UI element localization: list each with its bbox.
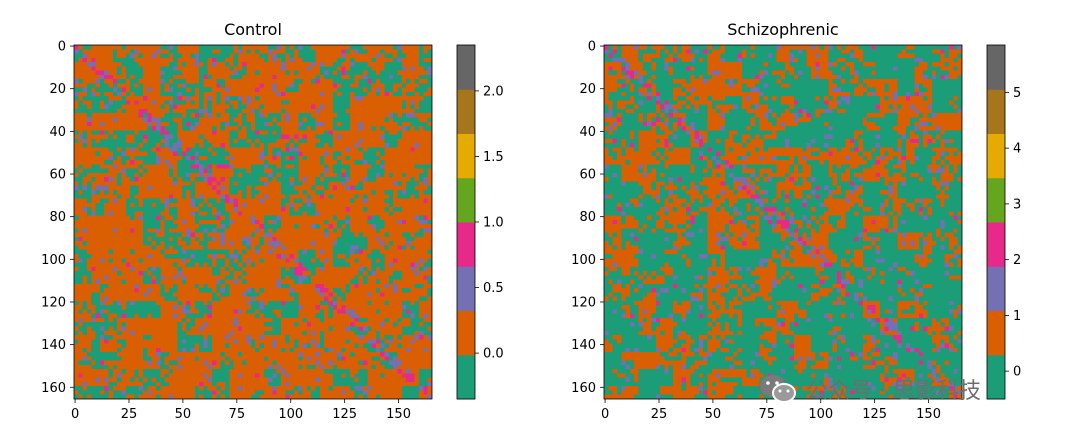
x-tick-label: 125 — [862, 407, 887, 422]
colorbar-segment — [987, 133, 1005, 179]
colorbar-segment — [987, 45, 1005, 90]
y-tick-label: 160 — [571, 381, 596, 396]
plot-frame — [73, 44, 433, 400]
colorbar-segment — [987, 354, 1005, 400]
y-tick-label: 140 — [41, 338, 66, 353]
colorbar-segment — [987, 310, 1005, 356]
y-tick-label: 80 — [49, 210, 66, 225]
colorbar-segment — [457, 310, 475, 356]
colorbar-tick-label: 1 — [1013, 309, 1021, 324]
colorbar-segment — [457, 177, 475, 223]
colorbar-tick-label: 1.5 — [483, 150, 504, 165]
y-tick-label: 140 — [571, 338, 596, 353]
y-tick-label: 20 — [579, 82, 596, 97]
colorbar-tick-label: 2.0 — [483, 84, 504, 99]
colorbar: 0 1 2 3 4 5 — [986, 44, 1021, 400]
chart-title: Schizophrenic — [727, 20, 838, 39]
y-tick-label: 120 — [41, 295, 66, 310]
colorbar-segment — [987, 222, 1005, 267]
y-tick-label: 0 — [588, 40, 596, 55]
colorbar-segment — [987, 266, 1005, 311]
x-tick-label: 50 — [175, 407, 192, 422]
colorbar-tick-label: 5 — [1013, 86, 1021, 101]
y-tick-label: 60 — [49, 168, 66, 183]
colorbar-tick-label: 0 — [1013, 365, 1021, 380]
y-tick-label: 100 — [41, 253, 66, 268]
x-tick-label: 150 — [386, 407, 411, 422]
x-tick-label: 25 — [121, 407, 138, 422]
watermark: 公众号 · 思影科技 — [758, 372, 981, 406]
x-tick-label: 125 — [332, 407, 357, 422]
x-tick-label: 100 — [808, 407, 833, 422]
colorbar-segment — [987, 89, 1005, 134]
colorbar-tick-label: 1.0 — [483, 216, 504, 231]
colorbar-segment — [457, 45, 475, 90]
colorbar-tick-label: 2 — [1013, 253, 1021, 268]
colorbar-tick-label: 0.0 — [483, 347, 504, 362]
x-tick-label: 150 — [916, 407, 941, 422]
y-tick-label: 40 — [49, 125, 66, 140]
x-tick-label: 50 — [705, 407, 722, 422]
heatmap-matrix — [74, 45, 432, 399]
y-tick-label: 20 — [49, 82, 66, 97]
y-tick-label: 160 — [41, 381, 66, 396]
x-tick-label: 75 — [759, 407, 776, 422]
watermark-text: 公众号 · 思影科技 — [806, 379, 981, 404]
colorbar-segment — [457, 266, 475, 311]
x-tick-label: 0 — [71, 407, 79, 422]
wechat-icon — [760, 375, 796, 403]
y-tick-label: 40 — [579, 125, 596, 140]
colorbar-tick-label: 4 — [1013, 142, 1021, 157]
colorbar-tick-label: 0.5 — [483, 281, 504, 296]
x-tick-label: 100 — [278, 407, 303, 422]
colorbar-segment — [457, 222, 475, 267]
colorbar-segment — [457, 133, 475, 179]
colorbar: 0.0 0.5 1.0 1.5 2.0 — [456, 44, 504, 400]
x-tick-label: 25 — [651, 407, 668, 422]
y-tick-label: 120 — [571, 295, 596, 310]
colorbar-segment — [457, 89, 475, 134]
x-tick-label: 75 — [229, 407, 246, 422]
colorbar-tick-label: 3 — [1013, 197, 1021, 212]
colorbar-frame — [986, 44, 1006, 400]
colorbar-segment — [987, 177, 1005, 223]
heatmap-panel-1: Control 0 25 50 75 100 125 150 0 20 40 60 80 100 120 14… — [41, 20, 504, 422]
y-tick-label: 60 — [579, 168, 596, 183]
y-tick-label: 0 — [58, 40, 66, 55]
x-tick-label: 0 — [601, 407, 609, 422]
colorbar-segment — [457, 354, 475, 400]
y-tick-label: 80 — [579, 210, 596, 225]
heatmap-matrix — [604, 45, 962, 399]
y-tick-label: 100 — [571, 253, 596, 268]
chart-title: Control — [224, 20, 282, 39]
